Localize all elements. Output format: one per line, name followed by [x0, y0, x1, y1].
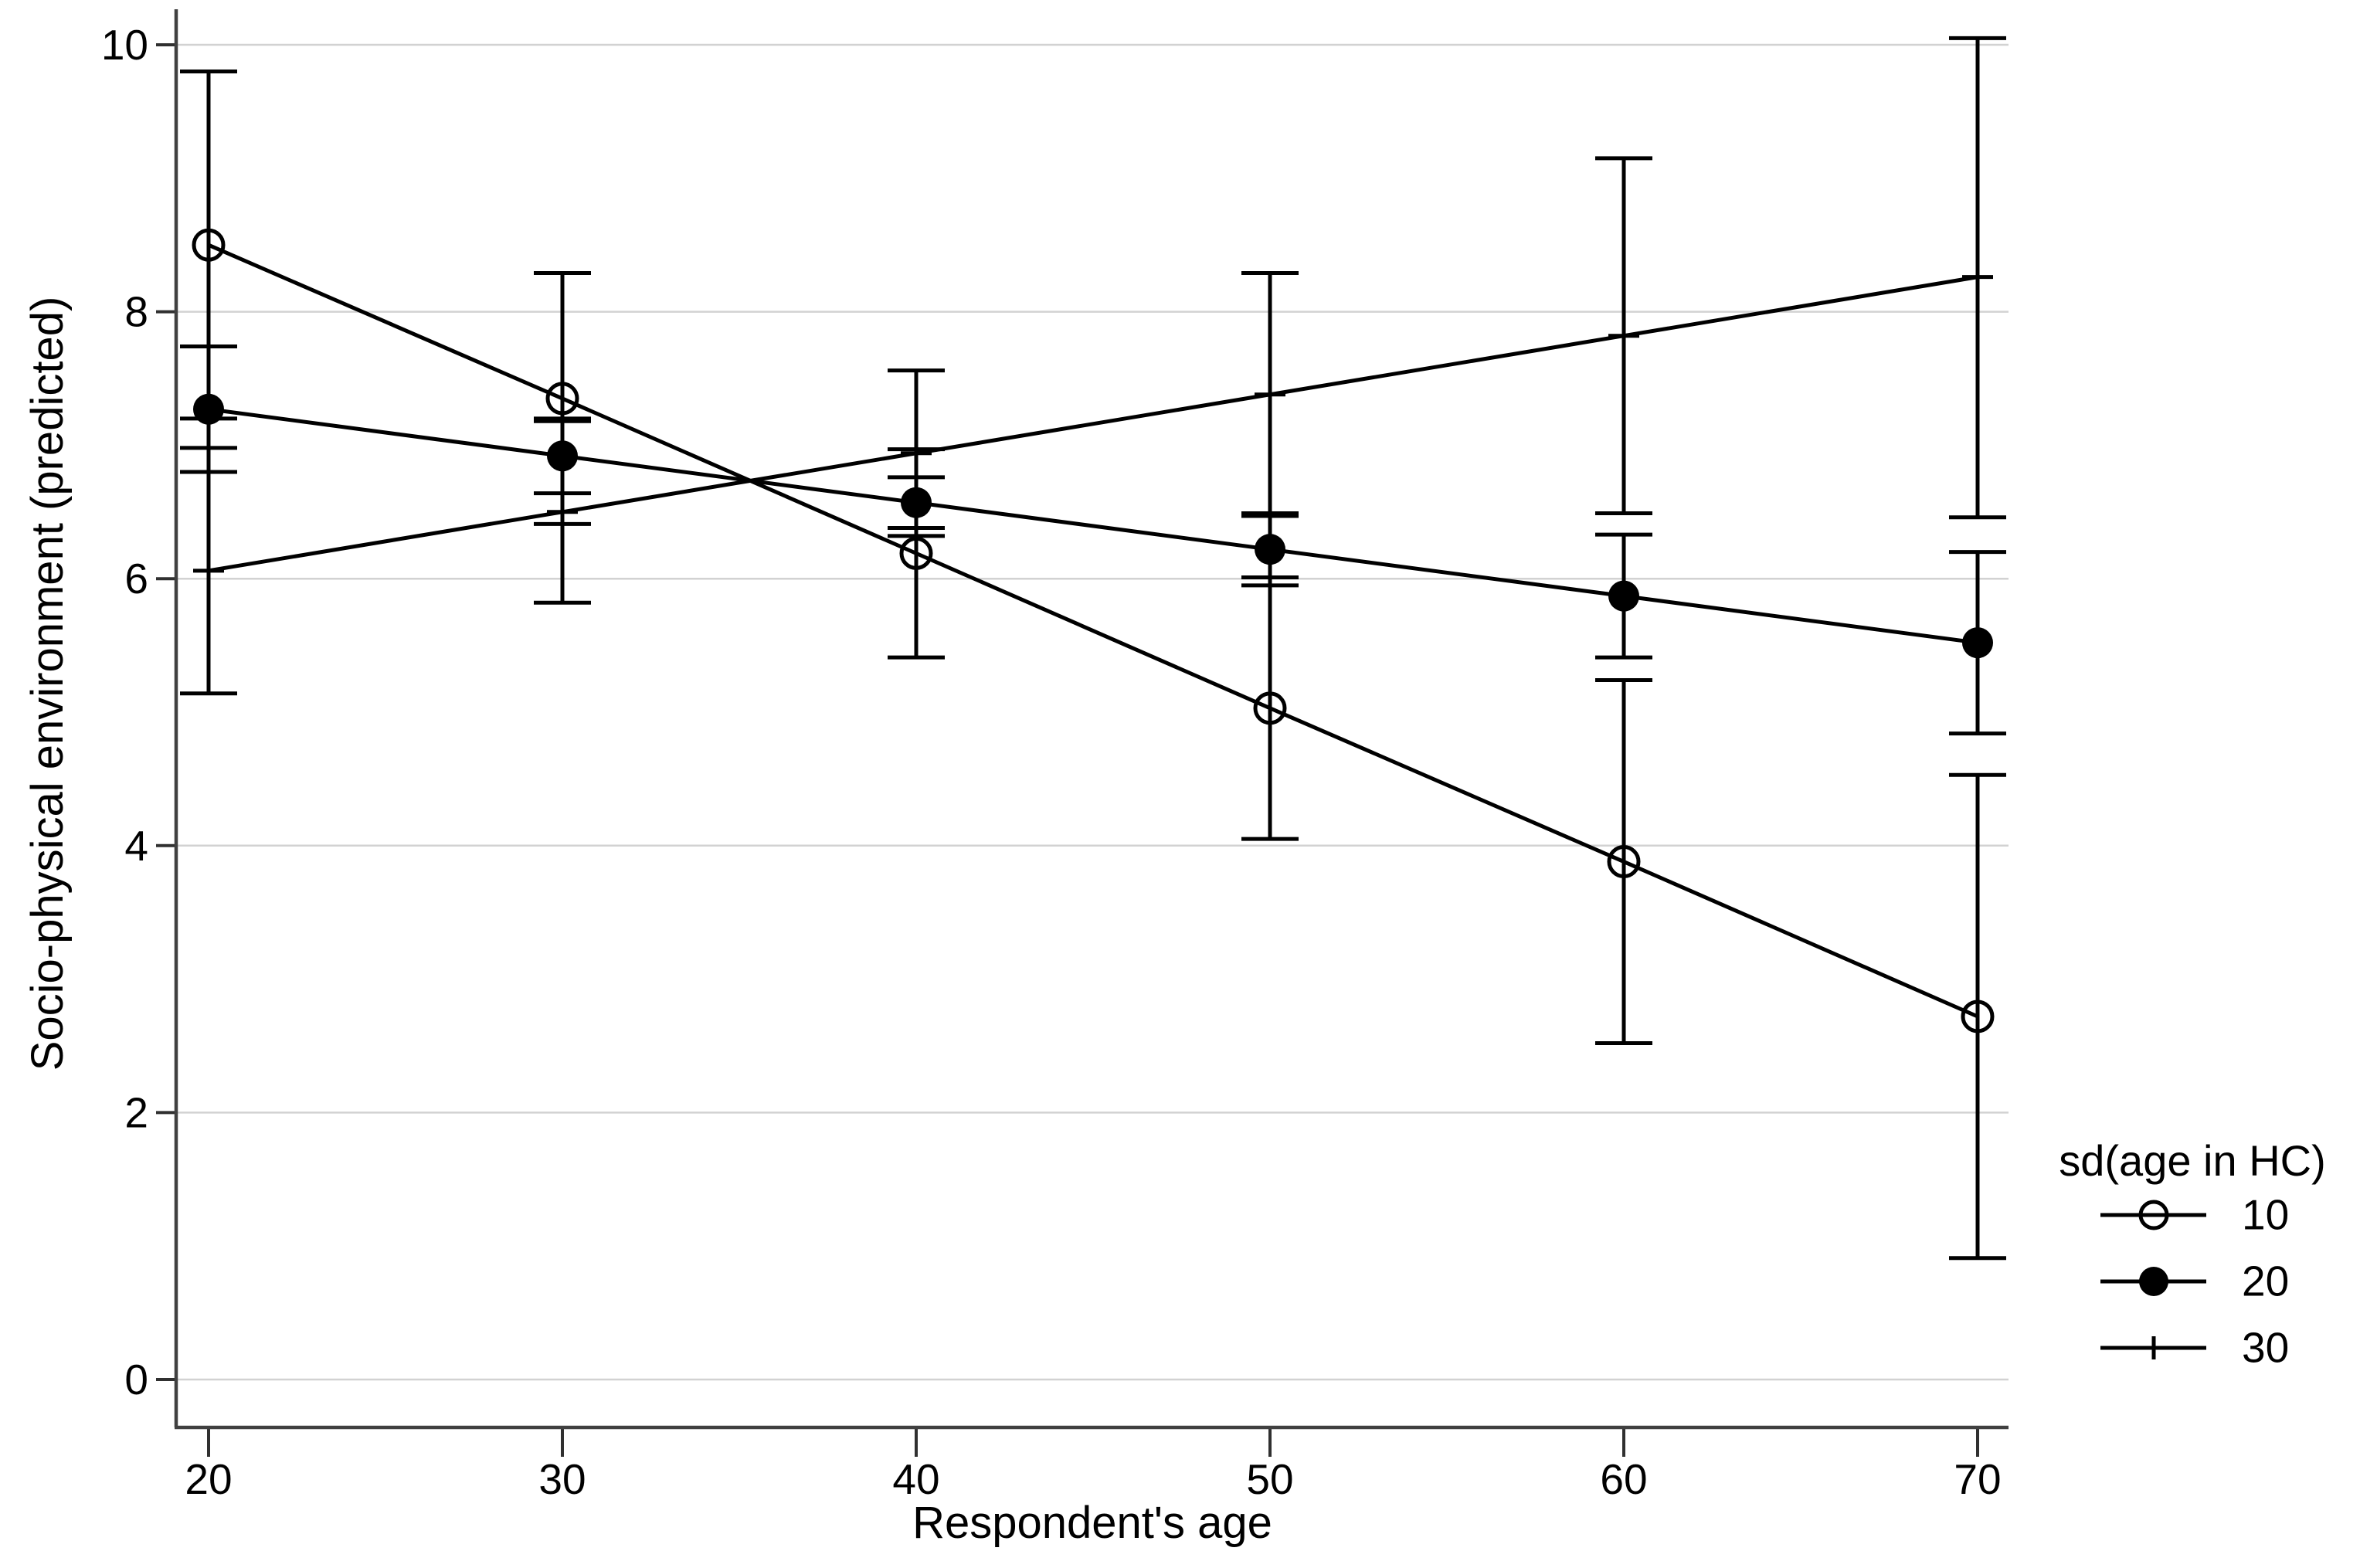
y-tick-label-0: 0	[124, 1356, 148, 1403]
y-tick-label-4: 4	[124, 822, 148, 870]
legend-title: sd(age in HC)	[2059, 1136, 2326, 1185]
marker-filled-circle-s20-x40	[901, 487, 932, 518]
marker-filled-circle-s20-x50	[1255, 534, 1285, 565]
x-axis-title: Respondent's age	[912, 1498, 1272, 1548]
marker-open-circle-s10-x30	[545, 382, 579, 416]
marker-filled-circle-s20-x60	[1608, 580, 1639, 612]
series-line-20	[208, 407, 1978, 645]
legend-label-20: 20	[2242, 1257, 2290, 1305]
legend-label-10: 10	[2242, 1190, 2290, 1239]
marker-open-circle-s10-x70	[1961, 1000, 1995, 1033]
marker-filled-circle-s20-x30	[547, 440, 578, 472]
series-line-30	[208, 275, 1978, 573]
legend-marker-filled-circle	[2139, 1267, 2168, 1296]
y-tick-label-6: 6	[124, 555, 148, 602]
y-axis-title: Socio-physical environment (predicted)	[22, 296, 73, 1071]
x-tick-label-40: 40	[892, 1455, 939, 1503]
x-tick-label-20: 20	[185, 1455, 232, 1503]
marker-open-circle-s10-x20	[192, 228, 226, 262]
y-tick-label-2: 2	[124, 1088, 148, 1136]
y-tick-label-10: 10	[101, 21, 148, 69]
marker-open-circle-s10-x60	[1607, 845, 1641, 879]
marker-filled-circle-s20-x70	[1962, 627, 1993, 659]
series-line-10	[208, 243, 1979, 1019]
legend-marker-open-circle	[2138, 1200, 2169, 1230]
marker-open-circle-s10-x40	[899, 536, 933, 570]
x-tick-label-50: 50	[1246, 1455, 1293, 1503]
y-tick-label-8: 8	[124, 288, 148, 336]
x-tick-label-70: 70	[1954, 1455, 2001, 1503]
marker-open-circle-s10-x50	[1253, 691, 1287, 725]
x-tick-label-30: 30	[538, 1455, 586, 1503]
marker-filled-circle-s20-x20	[193, 393, 224, 425]
x-tick-label-60: 60	[1600, 1455, 1647, 1503]
legend-label-30: 30	[2242, 1323, 2290, 1372]
